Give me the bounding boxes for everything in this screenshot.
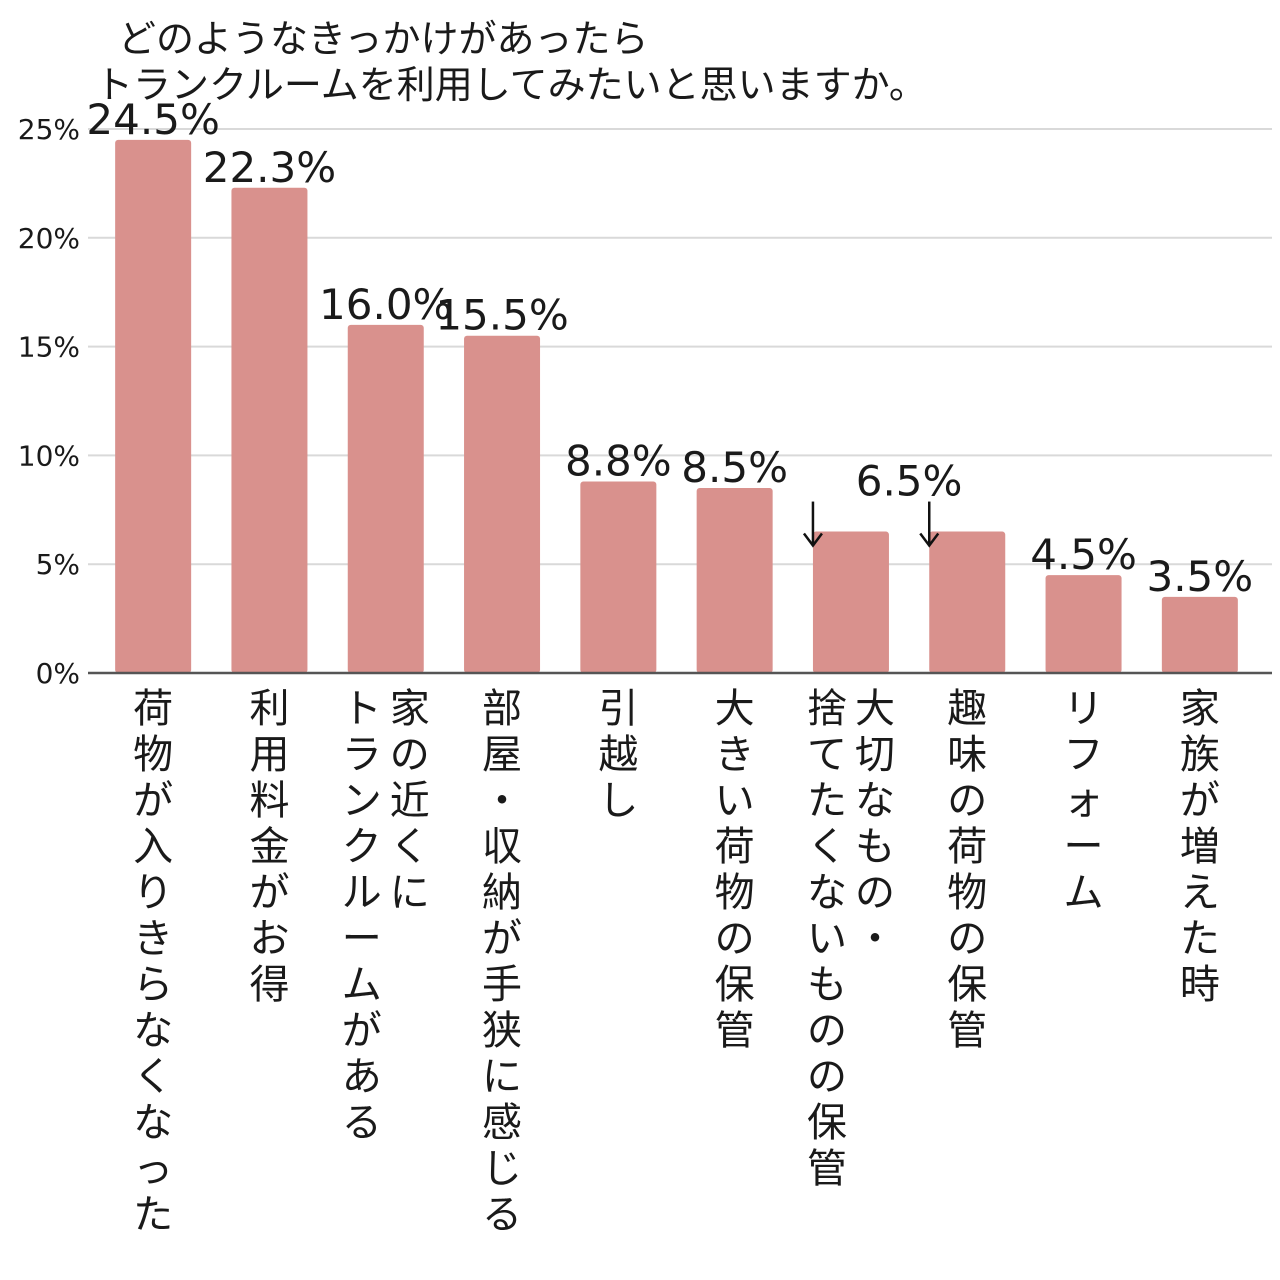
value-label: 8.5% [681, 443, 788, 492]
category-label: 趣味の荷物の保管 [947, 686, 987, 1054]
value-label: 6.5% [856, 457, 963, 506]
bar [347, 324, 424, 673]
arrow-head [919, 532, 940, 548]
category-label: 部屋・収納が手狭に感じる [482, 686, 522, 1238]
category-label: 捨てたくないものの保管 [807, 686, 847, 1192]
value-label: 3.5% [1146, 552, 1253, 601]
bar [1045, 575, 1122, 673]
category-label: 大切なもの・ [855, 686, 895, 962]
category-label: 引越し [598, 686, 638, 824]
value-label: 15.5% [435, 291, 568, 340]
category-label: 家の近くに [390, 686, 430, 916]
category-label: 荷物が入りきらなくなった [133, 686, 173, 1238]
bar [812, 531, 889, 673]
value-label: 16.0% [319, 280, 452, 329]
value-label: 24.5% [86, 95, 219, 144]
value-label: 4.5% [1030, 530, 1137, 579]
value-label: 8.8% [565, 437, 672, 486]
arrow-head [802, 532, 823, 548]
category-label: 利用料金がお得 [249, 686, 289, 1008]
category-label: リフォーム [1064, 686, 1104, 916]
y-tick-label: 15% [18, 331, 80, 364]
y-tick-label: 5% [36, 548, 80, 581]
category-label: 家族が増えた時 [1180, 686, 1220, 1008]
bars [115, 139, 1238, 673]
bar [929, 531, 1006, 673]
bar [1161, 596, 1238, 673]
bar [696, 488, 773, 673]
category-label: トランクルームがある [342, 686, 382, 1146]
value-label: 22.3% [203, 143, 336, 192]
y-tick-label: 25% [18, 113, 80, 146]
y-tick-label: 10% [18, 439, 80, 472]
bar [115, 139, 192, 673]
bar [464, 335, 541, 673]
category-label: 大きい荷物の保管 [715, 686, 755, 1054]
y-tick-label: 0% [36, 657, 80, 690]
y-tick-label: 20% [18, 222, 80, 255]
chart-title-line: トランクルームを利用してみたいと思いますか。 [95, 63, 927, 107]
value-labels: 24.5%22.3% 16.0%15.5% 8.8% 8.5% 6.5% 4.5% 3.5% [86, 95, 1253, 601]
y-axis-ticks: 0% 5% 10% 15% 20% 25% [18, 113, 80, 690]
chart-title-line: どのようなきっかけがあったら [118, 17, 648, 61]
bar [580, 481, 657, 673]
bar [231, 187, 308, 673]
arrows [802, 501, 940, 548]
